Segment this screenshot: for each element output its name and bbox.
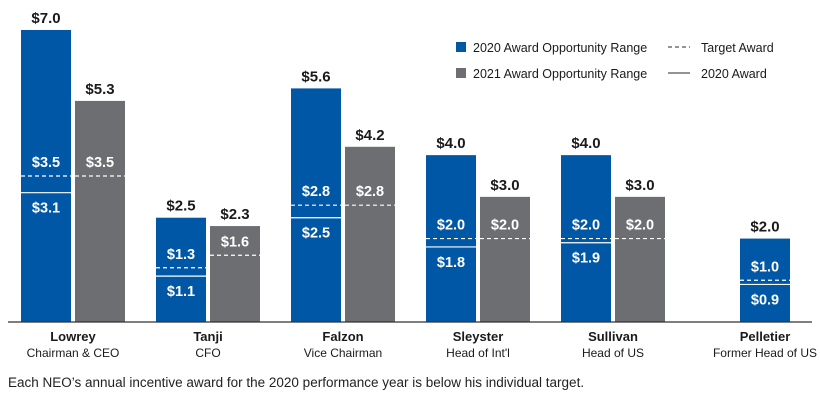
award-2020-label: $3.1: [32, 201, 60, 217]
award-2020-label: $1.9: [572, 251, 600, 267]
category-name: Tanji: [193, 329, 222, 344]
legend-label: Target Award: [701, 41, 774, 55]
category-name: Falzon: [322, 329, 363, 344]
award-2020-label: $1.1: [167, 284, 195, 300]
bar-top-label: $5.6: [301, 68, 330, 85]
bar-top-label: $4.0: [571, 135, 600, 152]
incentive-award-chart: $7.0 $3.5 $3.1 $5.3 $3.5 $2.5 $1.3 $1.1 $2.3 $1.6…: [8, 10, 817, 360]
category-role: Vice Chairman: [304, 346, 382, 360]
legend-swatch: [456, 42, 466, 52]
bar-top-label: $3.0: [490, 177, 519, 194]
target-award-label: $1.6: [221, 234, 249, 250]
bar-sleyster-2021: [480, 196, 530, 322]
category-labels-layer: Lowrey Chairman & CEO Tanji CFO Falzon Vice C…: [27, 329, 817, 360]
target-award-label: $2.0: [572, 218, 600, 234]
bar-falzon-2021: [345, 146, 395, 322]
target-award-label: $3.5: [86, 155, 114, 171]
legend: 2020 Award Opportunity Range 2021 Award O…: [456, 41, 774, 81]
bars-layer: $7.0 $3.5 $3.1 $5.3 $3.5 $2.5 $1.3 $1.1 $2.3 $1.6…: [21, 10, 790, 323]
category-role: Chairman & CEO: [27, 346, 120, 360]
bar-tanji-2021: [210, 226, 260, 322]
legend-label: 2021 Award Opportunity Range: [473, 67, 647, 81]
category-role: Former Head of US: [713, 346, 817, 360]
target-award-label: $2.0: [491, 218, 519, 234]
target-award-label: $1.0: [751, 259, 779, 275]
category-name: Sleyster: [453, 329, 504, 344]
category-role: Head of Int'l: [446, 346, 510, 360]
category-name: Sullivan: [588, 329, 638, 344]
category-name: Pelletier: [740, 329, 791, 344]
award-2020-label: $0.9: [751, 292, 779, 308]
bar-top-label: $5.3: [85, 81, 114, 98]
target-award-label: $2.0: [626, 218, 654, 234]
category-name: Lowrey: [50, 329, 96, 344]
award-2020-label: $2.5: [302, 226, 330, 242]
bar-top-label: $3.0: [625, 177, 654, 194]
bar-lowrey-2021: [75, 100, 125, 323]
target-award-label: $1.3: [167, 247, 195, 263]
footnote: Each NEO’s annual incentive award for th…: [8, 375, 585, 390]
award-2020-label: $1.8: [437, 255, 465, 271]
bar-top-label: $2.5: [166, 198, 195, 215]
target-award-label: $2.8: [356, 184, 384, 200]
legend-swatch: [456, 68, 466, 78]
target-award-label: $2.0: [437, 218, 465, 234]
bar-sullivan-2021: [615, 196, 665, 322]
target-award-label: $3.5: [32, 155, 60, 171]
bar-top-label: $7.0: [31, 10, 60, 27]
bar-top-label: $4.2: [355, 127, 384, 144]
bar-top-label: $2.3: [220, 206, 249, 223]
category-role: Head of US: [582, 346, 644, 360]
legend-label: 2020 Award: [701, 67, 767, 81]
bar-top-label: $4.0: [436, 135, 465, 152]
category-role: CFO: [195, 346, 220, 360]
target-award-label: $2.8: [302, 184, 330, 200]
legend-label: 2020 Award Opportunity Range: [473, 41, 647, 55]
bar-tanji-2020: [156, 217, 206, 322]
bar-top-label: $2.0: [750, 219, 779, 236]
